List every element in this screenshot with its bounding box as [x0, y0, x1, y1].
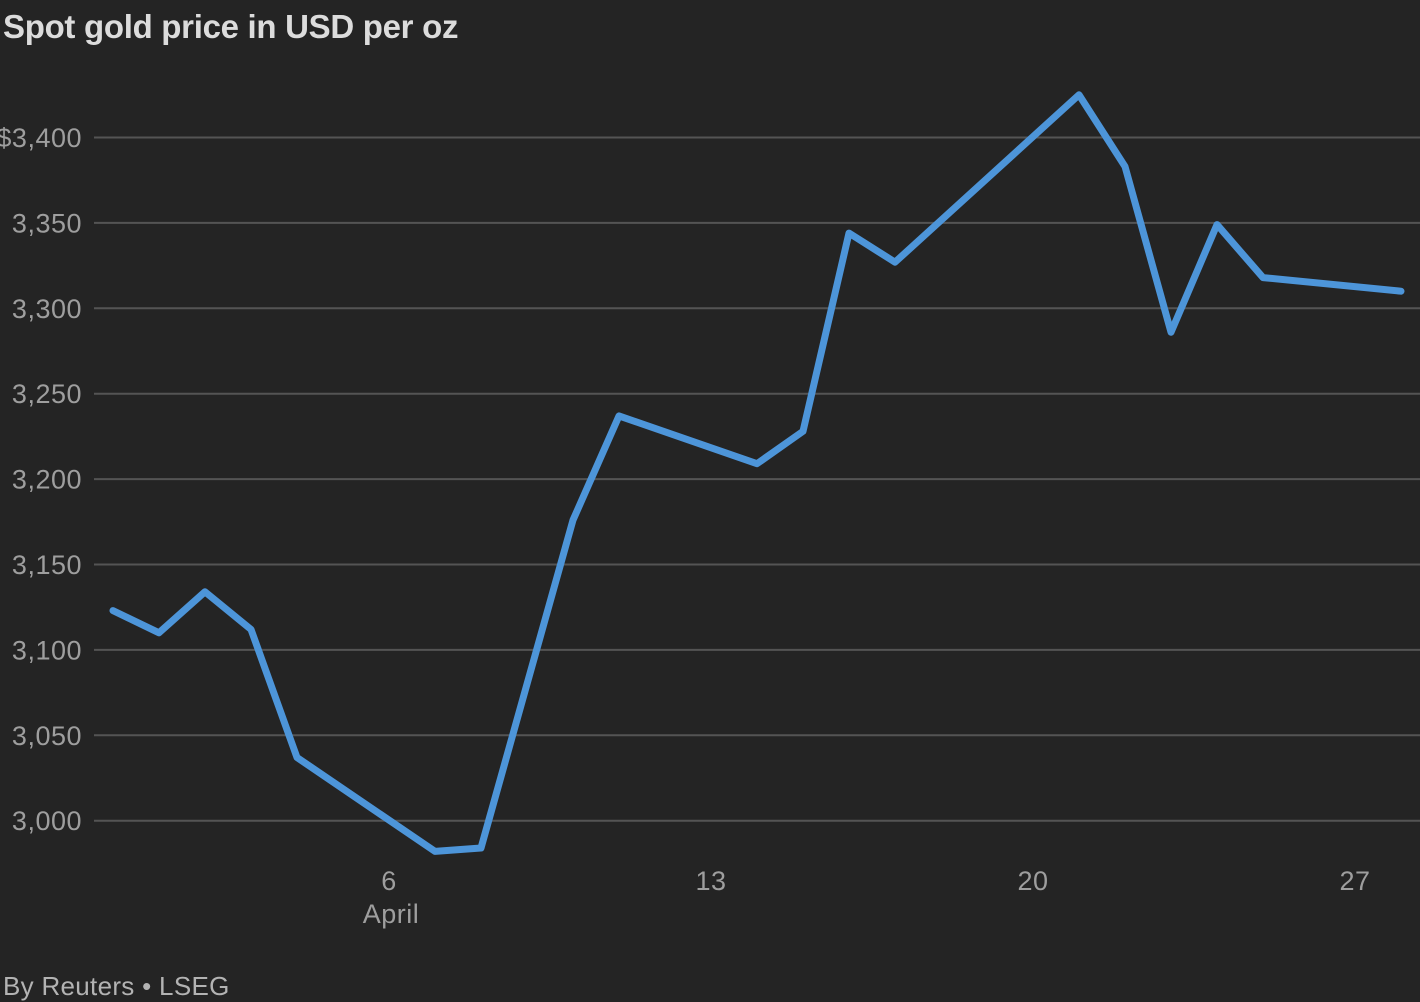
attribution: By Reuters • LSEG	[3, 971, 230, 1001]
x-axis-tick-label: 20	[1017, 866, 1048, 896]
x-axis-tick-label: 27	[1339, 866, 1370, 896]
y-axis-tick-label: 3,250	[12, 379, 82, 409]
y-axis-tick-label: 3,100	[12, 635, 82, 665]
x-axis-tick-label: 13	[695, 866, 726, 896]
y-axis-tick-label: 3,350	[12, 208, 82, 238]
y-axis-tick-label: 3,150	[12, 550, 82, 580]
y-axis-tick-label: 3,200	[12, 465, 82, 495]
x-axis-month-label: April	[363, 899, 420, 929]
y-axis-tick-label: 3,000	[12, 806, 82, 836]
x-axis-tick-label: 6	[381, 866, 397, 896]
y-axis-tick-label: 3,300	[12, 294, 82, 324]
y-axis-tick-label: 3,050	[12, 721, 82, 751]
chart-title: Spot gold price in USD per oz	[3, 8, 459, 45]
price-line-series	[109, 91, 1405, 855]
y-axis-tick-label: $3,400	[0, 123, 82, 153]
